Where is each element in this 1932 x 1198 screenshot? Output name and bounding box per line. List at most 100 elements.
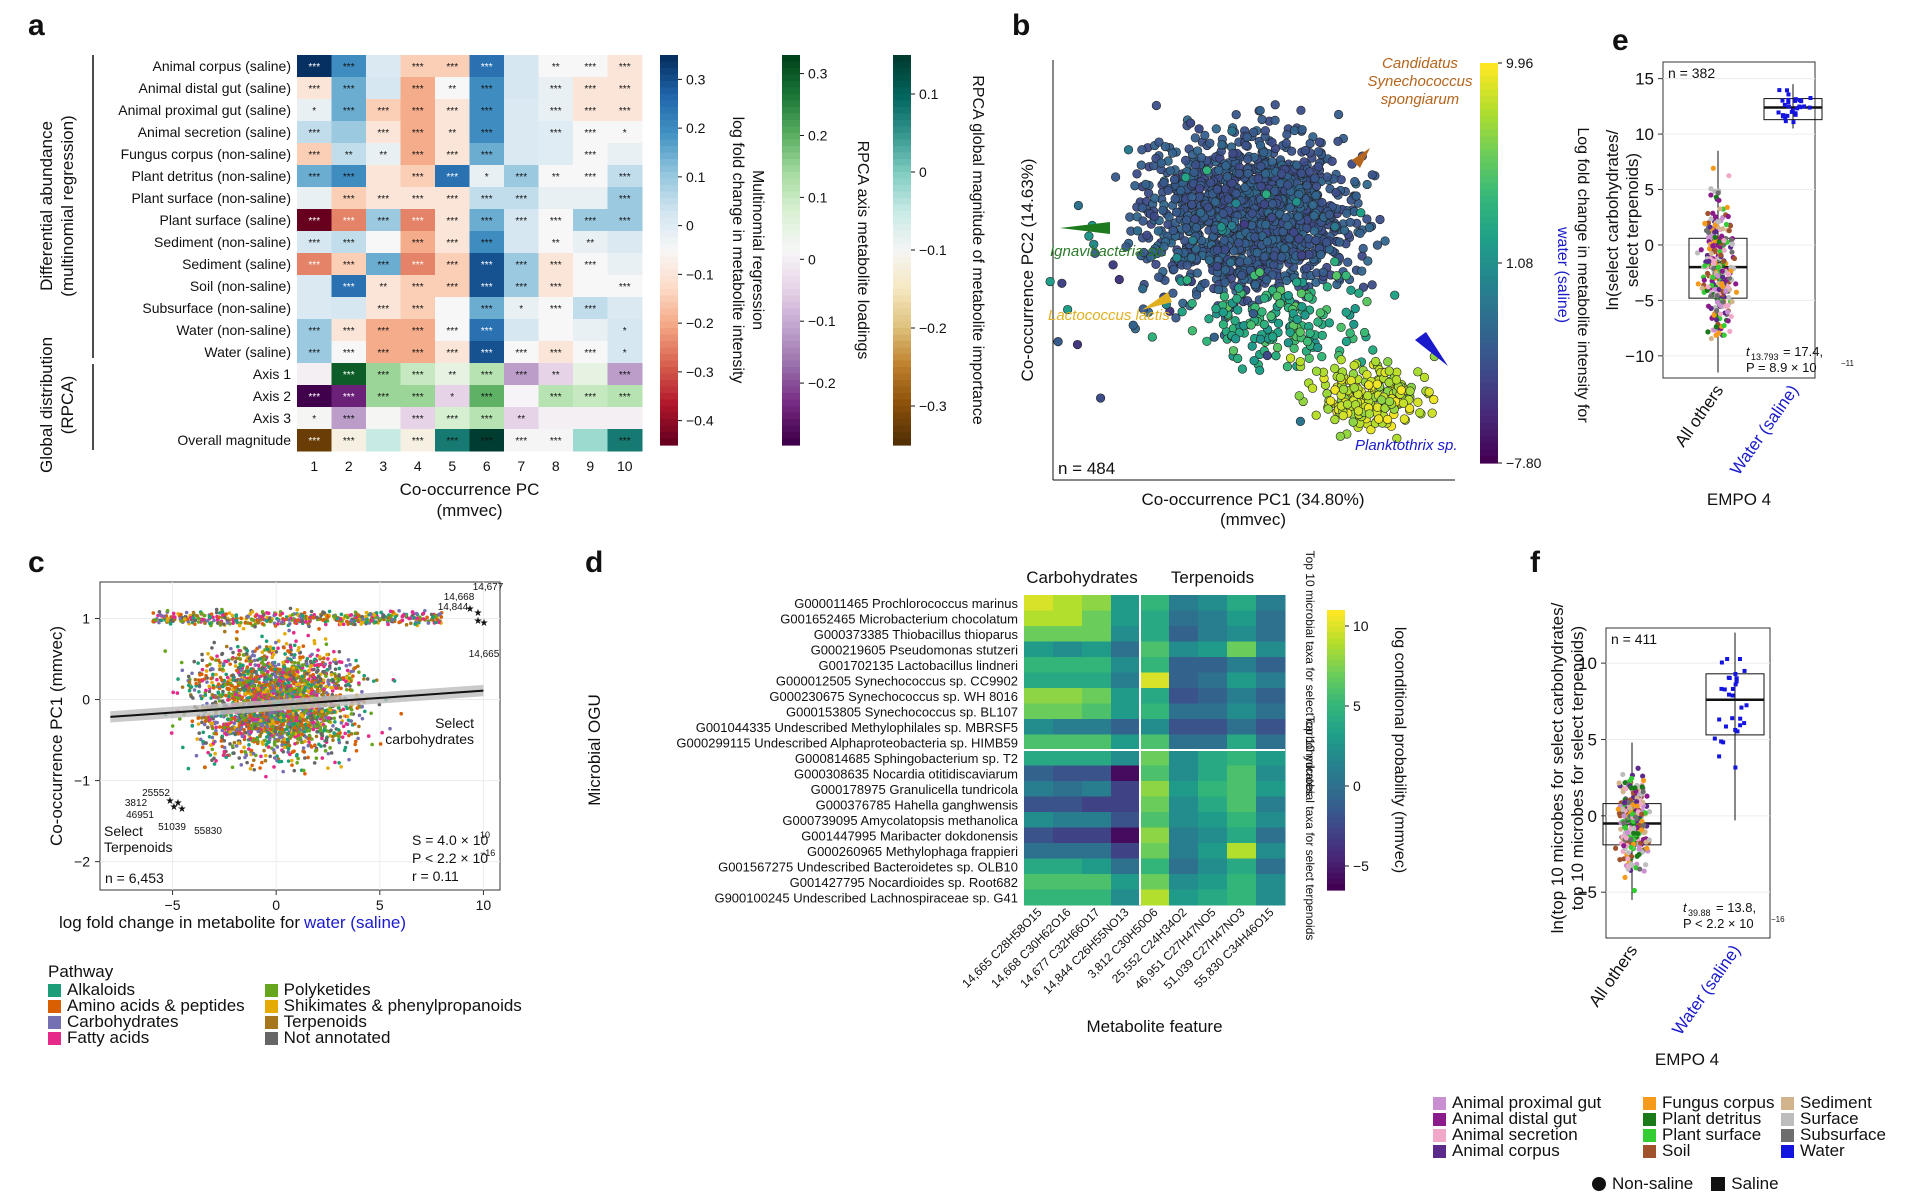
scatter-b-point: [1160, 142, 1170, 152]
colorbar-a-seg: [782, 61, 800, 69]
colorbar-b-seg: [1480, 449, 1498, 457]
scatter-c-point: [316, 680, 320, 684]
scatter-c-point: [275, 732, 280, 737]
heatmap-a-star: ***: [515, 172, 527, 183]
heatmap-a-cell: [297, 385, 332, 408]
scatter-c-point: [249, 714, 253, 718]
heatmap-a-cell: [297, 253, 332, 276]
scatter-c-point: [301, 678, 306, 682]
scatter-b-point: [1396, 385, 1406, 395]
colorbar-a-seg: [893, 113, 911, 121]
heatmap-a-star: ***: [515, 348, 527, 359]
scatter-c-point: [214, 725, 218, 730]
scatter-b-point: [1300, 310, 1310, 320]
colorbar-a-seg: [893, 250, 911, 258]
heatmap-a-star: ***: [550, 128, 562, 139]
heatmap-a-cell: [366, 55, 401, 78]
heatmap-a-row-label: Fungus corpus (non-saline): [121, 146, 291, 162]
heatmap-a-star: *: [450, 392, 454, 403]
scatter-c-point: [171, 690, 175, 695]
heatmap-a-cell: [573, 319, 608, 342]
colorbar-a-seg: [893, 198, 911, 206]
scatter-c-point: [319, 662, 324, 667]
heatmap-a-cell: [607, 121, 643, 144]
heatmap-a-cell: [573, 253, 608, 276]
scatter-b-point: [1176, 185, 1186, 196]
scatter-c-point: [363, 709, 367, 714]
tick-label-c-y: 1: [82, 610, 90, 626]
scatter-c-point: [324, 738, 329, 743]
heatmap-a-cell: [504, 341, 539, 364]
scatter-c-point: [277, 678, 282, 683]
heatmap-a-cell: [297, 363, 332, 386]
heatmap-a-cell: [366, 143, 401, 166]
heatmap-a-cell: [607, 429, 643, 452]
scatter-c-point: [333, 760, 337, 765]
scatter-b-point: [1192, 268, 1202, 278]
scatter-c-point: [247, 743, 251, 747]
scatter-c-point: [214, 732, 219, 736]
scatter-c-point: [255, 737, 259, 742]
heatmap-a-cell: [331, 55, 367, 78]
scatter-b-point: [1177, 307, 1187, 317]
scatter-c-point: [344, 663, 349, 668]
heatmap-a-star: ***: [481, 260, 493, 271]
heatmap-a-star: ***: [584, 260, 596, 271]
scatter-b-point: [1282, 275, 1292, 286]
heatmap-a-star: ***: [550, 392, 562, 403]
heatmap-a-star: *: [485, 172, 489, 183]
colorbar-a-seg: [893, 295, 911, 303]
scatter-b-point: [1259, 319, 1269, 330]
scatter-b-point: [1311, 235, 1321, 246]
heatmap-a-col-label: 6: [483, 458, 491, 474]
colorbar-b-seg: [1480, 116, 1498, 124]
scatter-c-point: [260, 650, 265, 654]
scatter-c-point: [224, 693, 228, 698]
scatter-c-point: [360, 704, 365, 709]
heatmap-a-col-label: 9: [586, 458, 594, 474]
colorbar-b-seg: [1480, 329, 1498, 337]
scatter-c-point: [232, 751, 236, 755]
scatter-b-point: [1310, 173, 1320, 183]
heatmap-a-star: ***: [377, 348, 389, 359]
colorbar-a-seg: [660, 302, 678, 310]
scatter-b-point: [1256, 181, 1266, 191]
colorbar-a-seg: [660, 87, 678, 95]
heatmap-a-cell: [538, 165, 574, 188]
scatter-b-point: [1150, 193, 1160, 203]
heatmap-a-star: ***: [412, 238, 424, 249]
scatter-c-point: [265, 724, 270, 729]
scatter-b-point: [1205, 138, 1215, 148]
scatter-b-point: [1281, 213, 1291, 223]
heatmap-a-cell: [297, 275, 332, 298]
heatmap-a-xlabel-sub: (mmvec): [436, 501, 502, 520]
scatter-c-point: [243, 755, 247, 760]
scatter-c-point: [285, 659, 290, 664]
colorbar-a-seg: [782, 68, 800, 76]
scatter-c-point: [264, 774, 268, 779]
scatter-c-point: [320, 693, 325, 697]
colorbar-a-seg: [660, 419, 678, 427]
scatter-b-point: [1259, 252, 1269, 262]
scatter-b-point: [1234, 283, 1244, 293]
scatter-b-point: [1213, 284, 1223, 295]
scatter-b-point: [1363, 256, 1373, 266]
scatter-c-point: [224, 644, 229, 649]
colorbar-b-seg: [1480, 183, 1498, 191]
scatter-b-point: [1237, 364, 1248, 374]
scatter-b-point: [1196, 153, 1206, 163]
scatter-c-point: [275, 721, 280, 725]
scatter-c-point: [307, 736, 311, 741]
scatter-b-point: [1317, 352, 1327, 362]
heatmap-a-star: ***: [343, 216, 355, 227]
scatter-c-point: [169, 731, 174, 735]
heatmap-a-cell: [607, 253, 643, 276]
scatter-b-point: [1221, 161, 1231, 171]
colorbar-a-seg: [782, 354, 800, 362]
heatmap-a-cell: [366, 165, 401, 188]
scatter-b-point: [1300, 145, 1311, 156]
scatter-b-point: [1187, 199, 1197, 210]
heatmap-a-col-label: 1: [310, 458, 318, 474]
scatter-b-point: [1324, 210, 1334, 220]
heatmap-a-cell: [435, 319, 470, 342]
